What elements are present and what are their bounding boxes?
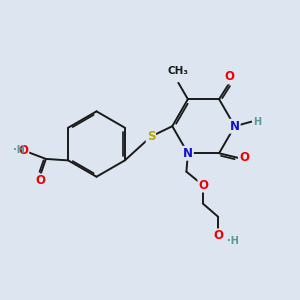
Text: O: O <box>35 174 46 188</box>
Text: H: H <box>253 117 261 127</box>
Text: O: O <box>224 70 235 83</box>
Text: S: S <box>147 130 155 143</box>
Text: O: O <box>213 230 223 242</box>
Text: ·H: ·H <box>227 236 239 246</box>
Text: N: N <box>183 147 193 160</box>
Text: O: O <box>239 151 249 164</box>
Text: O: O <box>198 178 208 192</box>
Text: ·H: ·H <box>13 145 25 155</box>
Text: O: O <box>18 143 28 157</box>
Text: N: N <box>230 120 240 133</box>
Text: CH₃: CH₃ <box>168 66 189 76</box>
